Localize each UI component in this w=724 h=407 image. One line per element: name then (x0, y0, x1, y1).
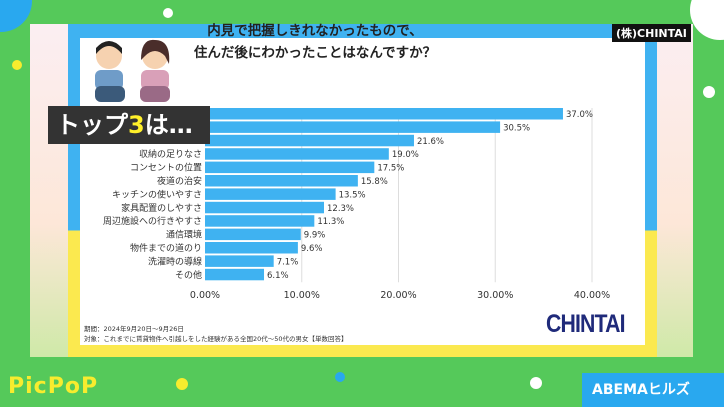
bar (205, 148, 389, 160)
decor-dot (163, 8, 173, 18)
value-label: 19.0% (392, 150, 419, 160)
copyright-label: (株)CHINTAI (612, 24, 691, 42)
title-line-2: 住んだ後にわかったことはなんですか？ (193, 45, 437, 61)
value-label: 11.3% (317, 217, 344, 227)
value-label: 15.8% (361, 177, 388, 187)
category-label: 物件までの道のり (130, 242, 202, 254)
bar (205, 108, 563, 120)
caption-prefix: トップ (56, 111, 128, 139)
category-label: 夜道の治安 (157, 175, 202, 187)
bar (205, 268, 265, 281)
x-tick-label: 10.00% (284, 290, 320, 301)
category-label: 周辺施設への行きやすさ (103, 215, 202, 227)
bar (205, 255, 274, 267)
survey-period: 期間：2024年9月20日〜9月26日 (84, 325, 184, 333)
value-label: 37.0% (566, 110, 593, 120)
title-line-1: 内見で把握しきれなかったもので、 (207, 23, 423, 39)
value-label: 9.9% (304, 231, 326, 241)
bar (205, 188, 336, 200)
category-label: 収納の足りなさ (139, 148, 202, 160)
x-tick-label: 40.00% (574, 290, 610, 301)
top3-caption: トップ3は… (48, 106, 210, 144)
x-tick-label: 30.00% (477, 290, 513, 301)
category-label: キッチンの使いやすさ (112, 188, 202, 200)
decor-dot (176, 378, 188, 390)
bar (205, 121, 501, 133)
value-label: 13.5% (339, 190, 366, 200)
worried-people-illustration (95, 39, 170, 102)
chart-title: 内見で把握しきれなかったもので、 住んだ後にわかったことはなんですか？ (150, 20, 480, 64)
category-label: コンセントの位置 (130, 162, 202, 174)
decor-dot (335, 372, 345, 382)
decor-dot (703, 86, 715, 98)
bar (205, 242, 298, 254)
category-label: 洗濯時の導線 (148, 255, 202, 267)
tv-screen (30, 24, 693, 357)
category-label: その他 (175, 269, 202, 281)
value-label: 21.6% (417, 137, 444, 147)
value-label: 7.1% (277, 257, 299, 267)
bar (205, 201, 325, 214)
category-label: 家具配置のしやすさ (121, 202, 202, 214)
bar (205, 175, 358, 187)
x-tick-label: 0.00% (190, 290, 220, 301)
decor-dot (530, 377, 542, 389)
caption-number: 3 (128, 111, 145, 139)
chintai-logo: CHINTAI (546, 310, 625, 338)
value-label: 12.3% (327, 204, 354, 214)
abema-hills-logo: ABEMAヒルズ (582, 373, 724, 407)
value-label: 6.1% (267, 271, 289, 281)
value-label: 9.6% (301, 244, 323, 254)
caption-suffix: は… (144, 111, 193, 139)
card-inner (80, 38, 645, 345)
value-label: 17.5% (377, 164, 404, 174)
x-tick-label: 20.00% (380, 290, 416, 301)
picpop-logo: PicPoP (8, 374, 99, 399)
bar (205, 134, 414, 147)
bar (205, 228, 301, 241)
card-frame (68, 24, 657, 357)
survey-target: 対象：これまでに賃貸物件へ引越しをした経験がある全国20代〜50代の男女【単数回… (84, 335, 348, 343)
category-label: 通信環境 (166, 229, 202, 241)
bar (205, 161, 375, 174)
bar (205, 215, 315, 227)
decor-dot (12, 60, 22, 70)
value-label: 30.5% (503, 123, 530, 133)
